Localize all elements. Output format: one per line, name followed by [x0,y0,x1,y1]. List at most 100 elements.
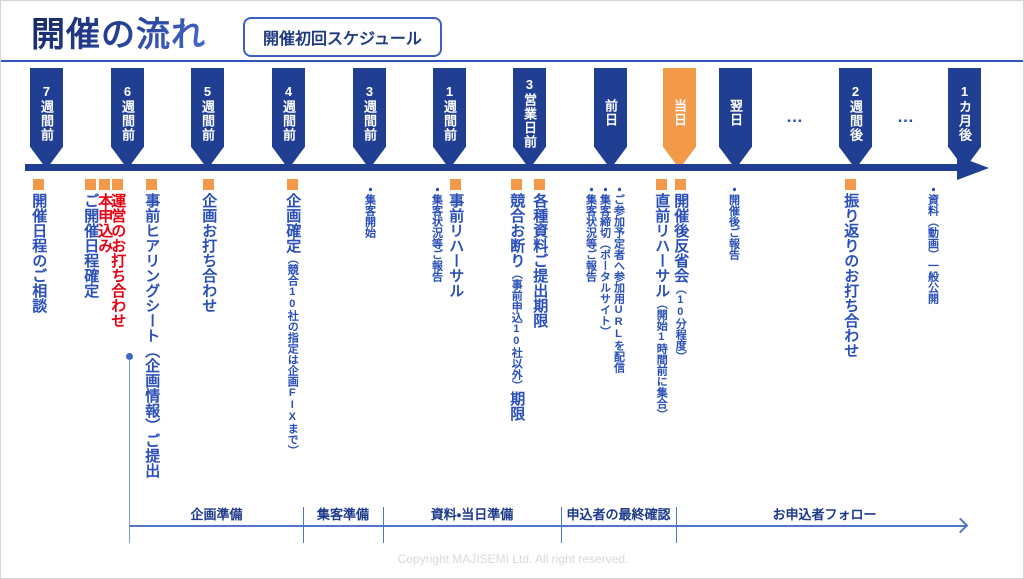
task-text: ・開催後ご報告 [727,183,740,260]
task-column: 事前リハーサル [447,179,465,298]
phase-label-final-check: 申込者の最終確認 [566,507,671,522]
bullet-square-icon [449,179,461,190]
page-title: 開催の流れ [31,7,206,56]
task-column: 各種資料ご提出期限 [531,179,549,328]
phase-tick [383,507,384,543]
marker-label: 4週間前 [281,83,296,142]
phase-tick [561,507,562,543]
marker-label: 2週間後 [848,83,863,142]
timeline-marker-6w-before: 6週間前 [111,68,144,169]
task-note: （事前申込10社以外） [510,268,523,391]
ellipsis-dots: … [897,107,915,126]
copyright-text: Copyright MAJISEMI Ltd. All right reserv… [397,552,629,566]
task-text: 期限 [508,391,526,421]
marker-label: 当日 [672,98,687,127]
task-column: 本申込み [96,179,114,253]
bullet-square-icon [145,179,157,190]
task-note: （10分程度） [674,283,687,362]
timeline-marker-3w-before: 3週間前 [353,68,386,169]
phase-label-follow-up: お申込者フォロー [772,507,877,522]
timeline-marker-4w-before: 4週間前 [272,68,305,169]
task-text: ・集客状況等ご報告 [584,183,597,282]
task-text: ・資料（動画）一般公開 [926,183,939,304]
task-note: （開始1時間前に集合） [655,298,668,420]
task-text: 開催日程のご相談 [30,193,48,313]
timeline-marker-event-day: 当日 [663,68,696,169]
task-column: 振り返りのお打ち合わせ [842,179,860,358]
task-column: 企画お打ち合わせ [200,179,218,313]
phase-axis [130,525,966,527]
task-column: 直前リハーサル（開始1時間前に集合） [653,179,671,420]
bullet-square-icon [510,179,522,190]
timeline-marker-3bd-before: 3営業日前 [513,68,546,169]
task-text: 各種資料ご提出期限 [531,193,549,328]
bullet-square-icon [111,179,123,190]
bullet-square-icon [533,179,545,190]
task-text: 事前ヒアリングシート（企画情報）ご提出 [143,193,161,478]
task-column: 企画確定（競合10社の指定は企画FIXまで） [284,179,302,456]
task-column: 開催後反省会（10分程度） [672,179,690,362]
marker-label: 7週間前 [39,83,54,142]
marker-label: 3営業日前 [522,76,537,149]
task-text: 競合お断り [508,193,526,268]
timeline-marker-1m-after: 1カ月後 [948,68,981,169]
bullet-square-icon [674,179,686,190]
task-text: 事前リハーサル [447,193,465,298]
timeline-marker-5w-before: 5週間前 [191,68,224,169]
bullet-square-icon [655,179,667,190]
marker-label: 3週間前 [362,83,377,142]
marker-label: 5週間前 [200,83,215,142]
schedule-badge: 開催初回スケジュール [243,17,442,57]
task-text: ご開催日程確定 [82,193,100,298]
leader-line [129,359,130,543]
timeline-marker-1w-before: 1週間前 [433,68,466,169]
marker-label: 1週間前 [442,83,457,142]
task-column: 競合お断り（事前申込10社以外）期限 [508,179,526,421]
timeline-marker-7w-before: 7週間前 [30,68,63,169]
bullet-square-icon [98,179,110,190]
task-text: 企画お打ち合わせ [200,193,218,313]
bullet-square-icon [286,179,298,190]
task-text: 本申込み [96,193,114,253]
timeline-marker-next-day: 翌日 [719,68,752,169]
task-column: ご開催日程確定 [82,179,100,298]
task-text: 直前リハーサル [653,193,671,298]
bullet-square-icon [844,179,856,190]
phase-label-planning: 企画準備 [190,507,243,522]
bullet-square-icon [32,179,44,190]
task-text: 振り返りのお打ち合わせ [842,193,860,358]
ellipsis-dots: … [786,107,804,126]
timeline-axis [25,164,961,171]
title-divider [1,60,1023,62]
phase-label-materials: 資料・当日準備 [430,507,514,522]
task-text: 運営のお打ち合わせ [109,193,127,328]
timeline-marker-day-before: 前日 [594,68,627,169]
task-text: ・集客状況等ご報告 [430,183,443,282]
task-column: ・集客開始 [363,183,376,238]
task-column: 運営のお打ち合わせ [109,179,127,328]
bullet-square-icon [202,179,214,190]
marker-label: 1カ月後 [957,83,972,142]
task-text: 企画確定 [284,193,302,253]
task-text: ・集客締切（ポータルサイト） [598,183,611,337]
phase-tick [303,507,304,543]
timeline-arrowhead-icon [957,156,989,180]
task-column: ・集客状況等ご報告 [430,183,443,282]
task-column: ・ご参加予定者へ参加用URLを配信 [612,183,625,373]
task-column: 事前ヒアリングシート（企画情報）ご提出 [143,179,161,478]
timeline-marker-2w-after: 2週間後 [839,68,872,169]
task-column: ・資料（動画）一般公開 [926,183,939,304]
leader-dot-icon [126,353,133,360]
marker-label: 6週間前 [120,83,135,142]
task-text: ・ご参加予定者へ参加用URLを配信 [612,183,625,373]
task-column: ・集客締切（ポータルサイト） [598,183,611,337]
task-text: ・集客開始 [363,183,376,238]
marker-label: 前日 [603,98,618,127]
task-text: 開催後反省会 [672,193,690,283]
task-column: ・開催後ご報告 [727,183,740,260]
phase-tick [676,507,677,543]
marker-label: 翌日 [728,98,743,127]
phase-label-recruiting: 集客準備 [316,507,369,522]
task-column: 開催日程のご相談 [30,179,48,313]
